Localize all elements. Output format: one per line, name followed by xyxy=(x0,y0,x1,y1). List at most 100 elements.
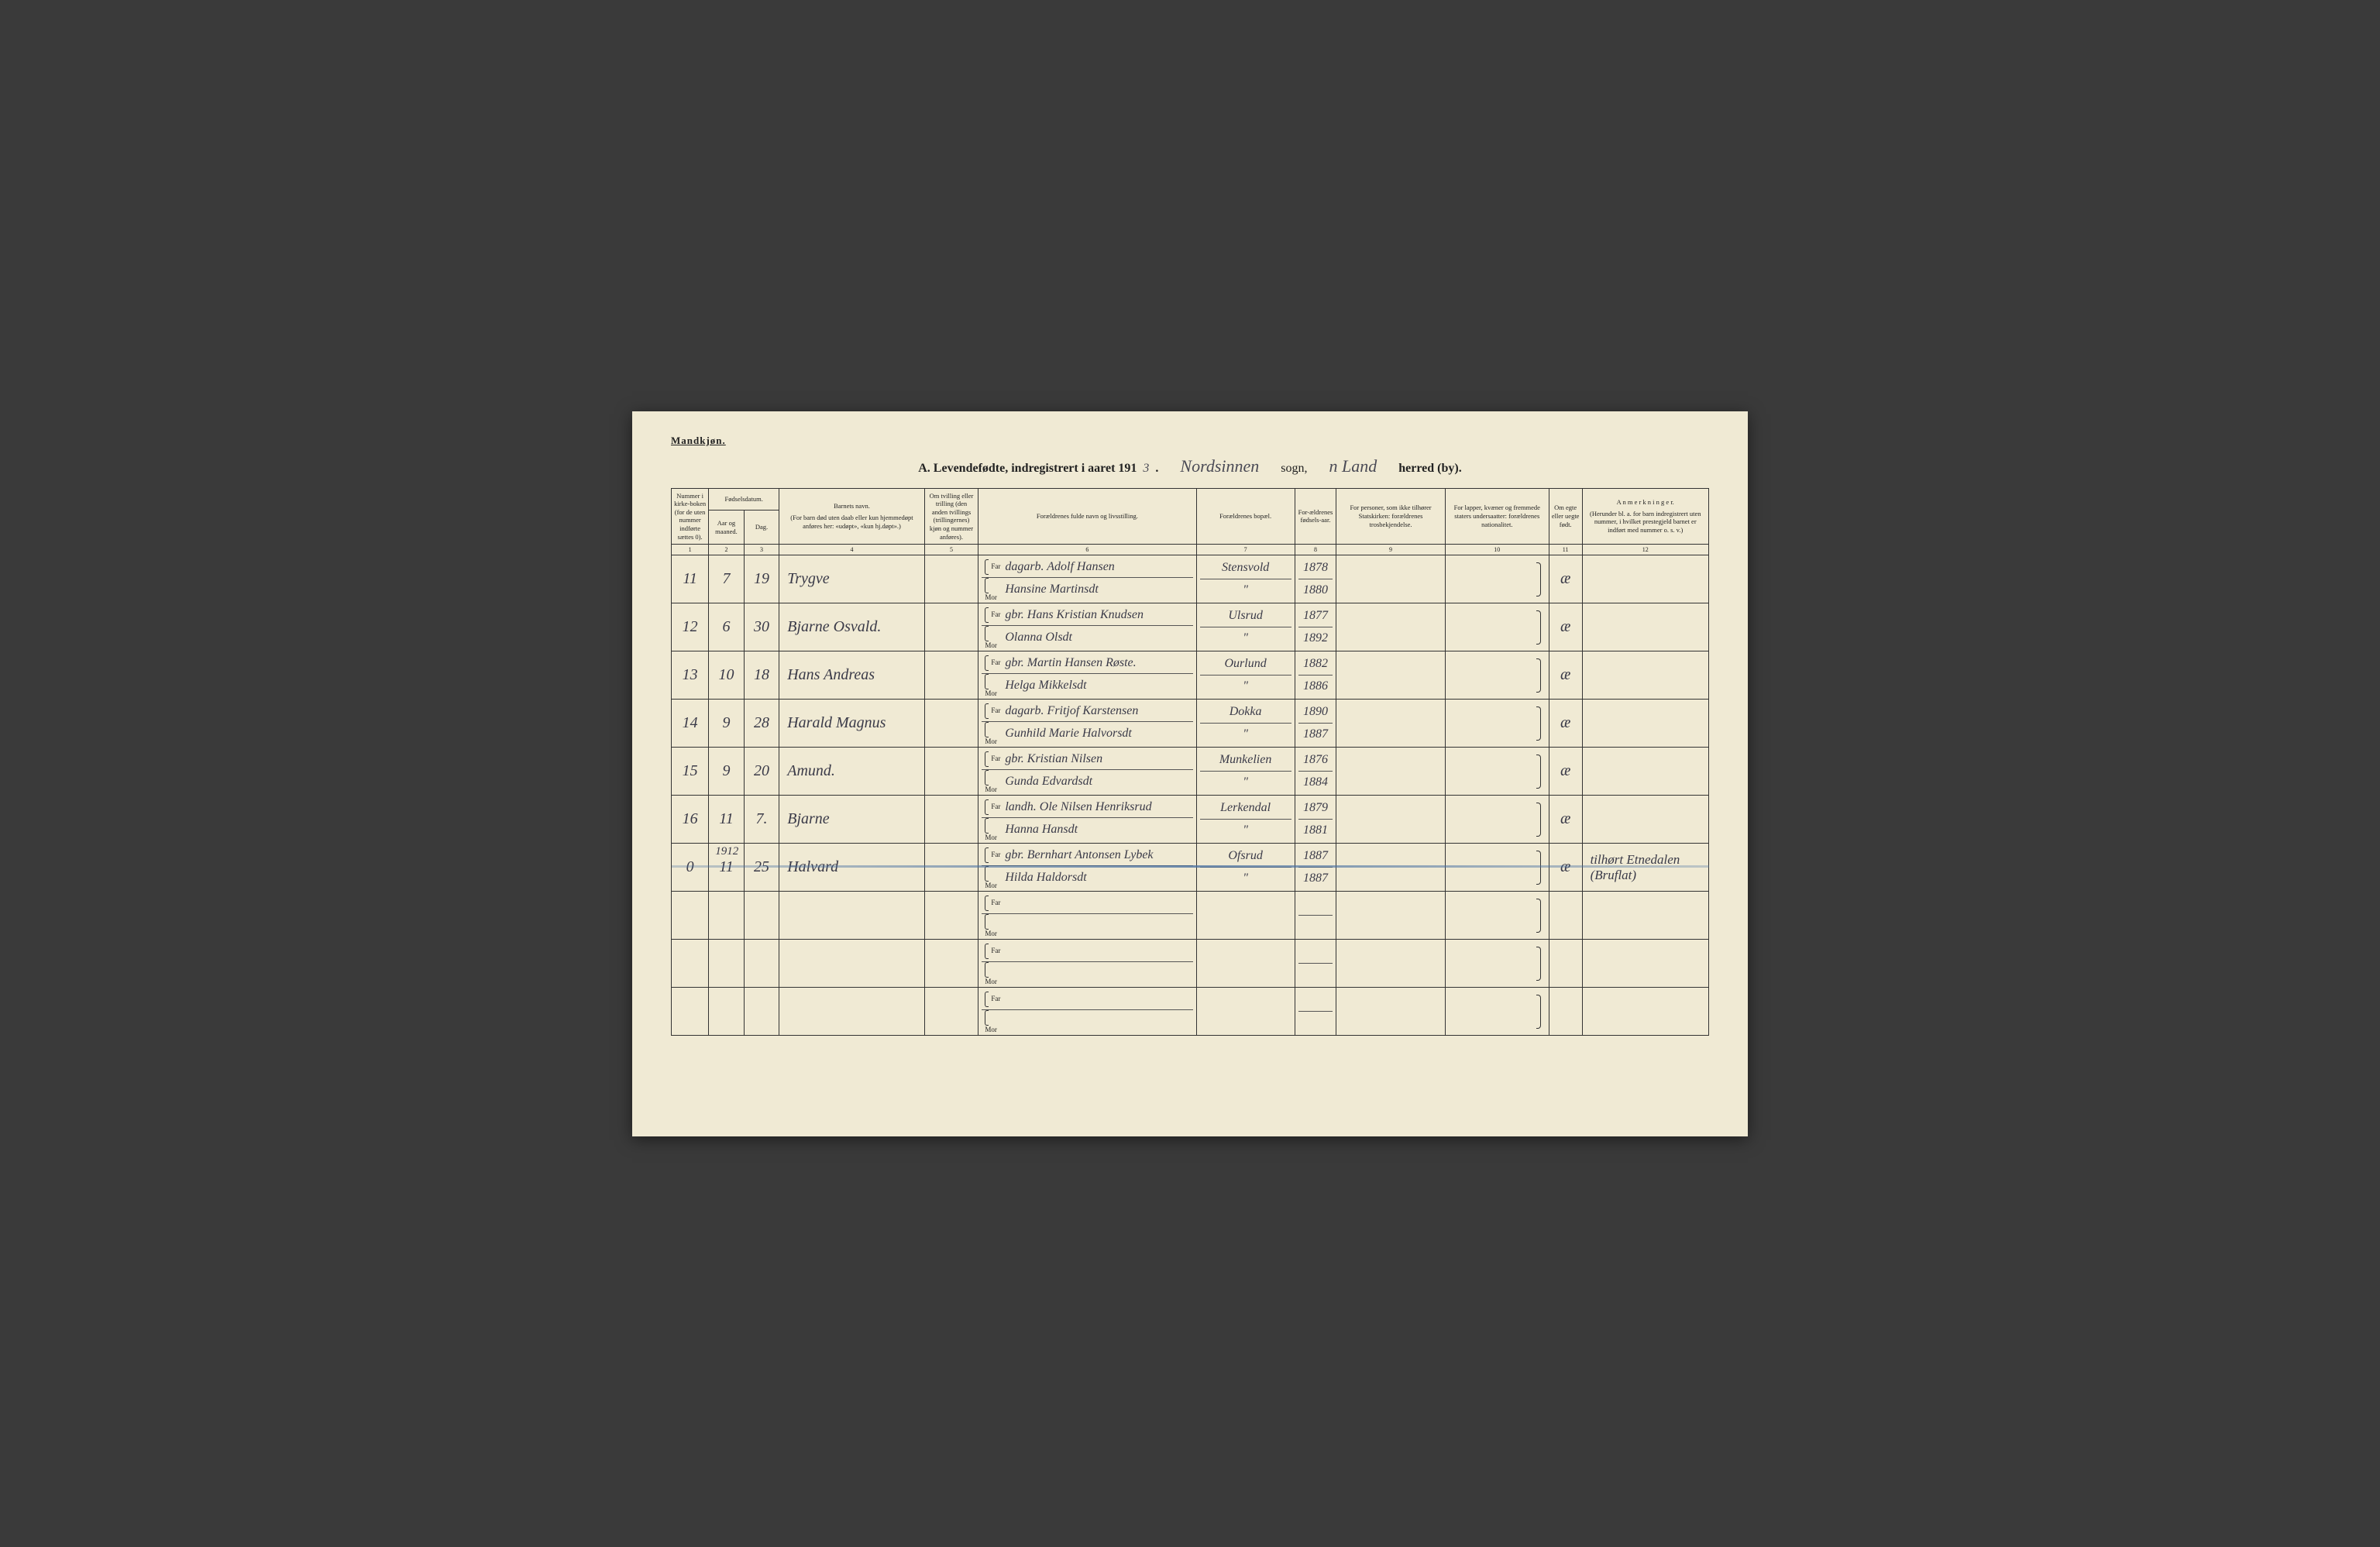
cell-mnd: 7 xyxy=(709,555,745,603)
table-row: 11719TrygveFardagarb. Adolf HansenMorHan… xyxy=(672,555,1709,603)
cell-tros xyxy=(1336,796,1446,844)
cell-navn xyxy=(779,892,924,940)
cell-navn: Hans Andreas xyxy=(779,651,924,700)
far-value: dagarb. Fritjof Karstensen xyxy=(1005,704,1138,718)
year-far: 1879 xyxy=(1298,797,1333,820)
cell-nat xyxy=(1445,988,1549,1036)
cell-navn: Halvard xyxy=(779,844,924,892)
cell-tros xyxy=(1336,844,1446,892)
far-label: Far xyxy=(985,896,1000,911)
cell-bopel: Ourlund" xyxy=(1196,651,1295,700)
cell-years xyxy=(1295,988,1336,1036)
cell-years xyxy=(1295,940,1336,988)
cell-tvilling xyxy=(924,844,978,892)
cell-parents: Farlandh. Ole Nilsen HenriksrudMorHanna … xyxy=(978,796,1196,844)
cell-dag xyxy=(744,988,779,1036)
hdr-10: For lapper, kvæner og fremmede staters u… xyxy=(1445,488,1549,545)
cell-tros xyxy=(1336,892,1446,940)
cell-num: 13 xyxy=(672,651,709,700)
colnum-8: 8 xyxy=(1295,545,1336,555)
year-mor: 1887 xyxy=(1298,868,1333,889)
colnum-10: 10 xyxy=(1445,545,1549,555)
cell-mnd xyxy=(709,988,745,1036)
far-label: Far xyxy=(985,847,1000,863)
table-row: FarMor xyxy=(672,940,1709,988)
cell-num xyxy=(672,988,709,1036)
cell-dag: 18 xyxy=(744,651,779,700)
cell-tros xyxy=(1336,555,1446,603)
cell-nat xyxy=(1445,844,1549,892)
year-far: 1887 xyxy=(1298,845,1333,868)
cell-mnd: 9 xyxy=(709,748,745,796)
cell-anm xyxy=(1582,700,1708,748)
cell-years: 18761884 xyxy=(1295,748,1336,796)
far-value: gbr. Hans Kristian Knudsen xyxy=(1005,608,1144,622)
colnum-2: 2 xyxy=(709,545,745,555)
far-label: Far xyxy=(985,703,1000,719)
mor-value: Helga Mikkelsdt xyxy=(1005,679,1086,693)
bopel-mor: " xyxy=(1200,724,1291,745)
cell-anm xyxy=(1582,940,1708,988)
cell-tvilling xyxy=(924,700,978,748)
cell-egte: æ xyxy=(1549,748,1582,796)
year-far: 1876 xyxy=(1298,749,1333,772)
colnum-4: 4 xyxy=(779,545,924,555)
colnum-9: 9 xyxy=(1336,545,1446,555)
cell-navn: Bjarne xyxy=(779,796,924,844)
cell-mnd: 111912 xyxy=(709,844,745,892)
year-mor: 1884 xyxy=(1298,772,1333,793)
far-value: landh. Ole Nilsen Henriksrud xyxy=(1005,800,1151,814)
cell-nat xyxy=(1445,796,1549,844)
far-value: gbr. Martin Hansen Røste. xyxy=(1005,656,1136,670)
cell-bopel: Dokka" xyxy=(1196,700,1295,748)
table-row: 011191225HalvardFargbr. Bernhart Antonse… xyxy=(672,844,1709,892)
colnum-5: 5 xyxy=(924,545,978,555)
cell-num: 14 xyxy=(672,700,709,748)
cell-tros xyxy=(1336,651,1446,700)
cell-parents: Fargbr. Kristian NilsenMorGunda Edvardsd… xyxy=(978,748,1196,796)
cell-anm xyxy=(1582,796,1708,844)
table-row: 16117.BjarneFarlandh. Ole Nilsen Henriks… xyxy=(672,796,1709,844)
cell-tros xyxy=(1336,940,1446,988)
ledger-table: Nummer i kirke-boken (for de uten nummer… xyxy=(671,488,1709,1036)
bopel-mor: " xyxy=(1200,820,1291,841)
cell-years: 18901887 xyxy=(1295,700,1336,748)
cell-tvilling xyxy=(924,748,978,796)
cell-nat xyxy=(1445,603,1549,651)
cell-tvilling xyxy=(924,651,978,700)
cell-anm xyxy=(1582,555,1708,603)
cell-navn xyxy=(779,940,924,988)
cell-navn: Amund. xyxy=(779,748,924,796)
cell-nat xyxy=(1445,748,1549,796)
year-mor: 1880 xyxy=(1298,579,1333,601)
cell-egte: æ xyxy=(1549,651,1582,700)
bopel-mor: " xyxy=(1200,772,1291,793)
cell-mnd: 9 xyxy=(709,700,745,748)
mor-value: Hilda Haldorsdt xyxy=(1005,871,1086,885)
cell-anm xyxy=(1582,603,1708,651)
far-value: gbr. Bernhart Antonsen Lybek xyxy=(1005,848,1153,862)
cell-tvilling xyxy=(924,940,978,988)
table-row: FarMor xyxy=(672,892,1709,940)
title-dot: . xyxy=(1155,462,1158,476)
hdr-11: Om egte eller uegte født. xyxy=(1549,488,1582,545)
cell-egte: æ xyxy=(1549,844,1582,892)
hdr-4-sub: (For barn død uten daab eller kun hjemme… xyxy=(782,514,921,530)
bopel-far: Munkelien xyxy=(1200,749,1291,772)
cell-parents: Fargbr. Bernhart Antonsen LybekMorHilda … xyxy=(978,844,1196,892)
cell-num: 11 xyxy=(672,555,709,603)
cell-tvilling xyxy=(924,988,978,1036)
hdr-12: A n m e r k n i n g e r. (Herunder bl. a… xyxy=(1582,488,1708,545)
mor-value: Olanna Olsdt xyxy=(1005,631,1072,645)
cell-num: 12 xyxy=(672,603,709,651)
cell-bopel: Lerkendal" xyxy=(1196,796,1295,844)
cell-bopel xyxy=(1196,892,1295,940)
bopel-mor: " xyxy=(1200,579,1291,601)
title-year-digit: 3 xyxy=(1143,462,1149,476)
cell-years: 18871887 xyxy=(1295,844,1336,892)
colnum-7: 7 xyxy=(1196,545,1295,555)
hdr-4-top: Barnets navn. xyxy=(782,502,921,511)
mor-label: Mor xyxy=(985,1010,1000,1033)
table-header: Nummer i kirke-boken (for de uten nummer… xyxy=(672,488,1709,555)
mor-label: Mor xyxy=(985,626,1000,649)
